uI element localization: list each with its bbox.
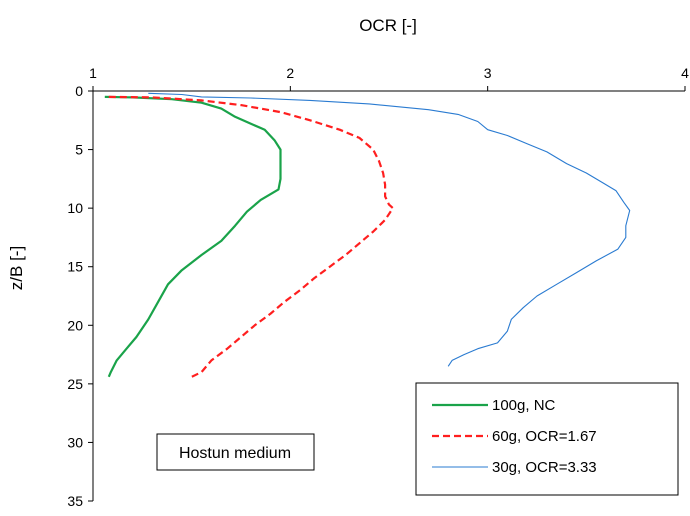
y-ticks: 0 5 10 15 20 25 30 35 xyxy=(67,83,93,509)
legend-label-3: 30g, OCR=3.33 xyxy=(492,459,597,476)
legend-label-1: 100g, NC xyxy=(492,397,556,414)
y-tick-label: 25 xyxy=(67,376,83,392)
x-tick-label: 3 xyxy=(484,65,492,81)
y-tick-label: 35 xyxy=(67,493,83,509)
series-group xyxy=(104,92,631,378)
y-tick-label: 5 xyxy=(75,142,83,158)
x-axis-title: OCR [-] xyxy=(359,16,417,35)
series-line-3 xyxy=(148,92,631,367)
y-tick-label: 0 xyxy=(75,83,83,99)
legend-label-2: 60g, OCR=1.67 xyxy=(492,428,597,445)
x-tick-label: 4 xyxy=(681,65,689,81)
series-line-1 xyxy=(104,95,282,378)
annotation-text: Hostun medium xyxy=(179,445,291,462)
y-tick-label: 30 xyxy=(67,434,83,450)
y-tick-label: 20 xyxy=(67,317,83,333)
y-tick-label: 10 xyxy=(67,200,83,216)
y-axis-title: z/B [-] xyxy=(7,246,26,290)
x-tick-label: 1 xyxy=(89,65,97,81)
x-ticks: 1 2 3 4 xyxy=(89,65,689,91)
legend: 100g, NC 60g, OCR=1.67 30g, OCR=3.33 xyxy=(415,382,679,496)
y-tick-label: 15 xyxy=(67,259,83,275)
annotation-box: Hostun medium xyxy=(156,433,315,471)
x-tick-label: 2 xyxy=(286,65,294,81)
series-line-2 xyxy=(108,95,394,378)
